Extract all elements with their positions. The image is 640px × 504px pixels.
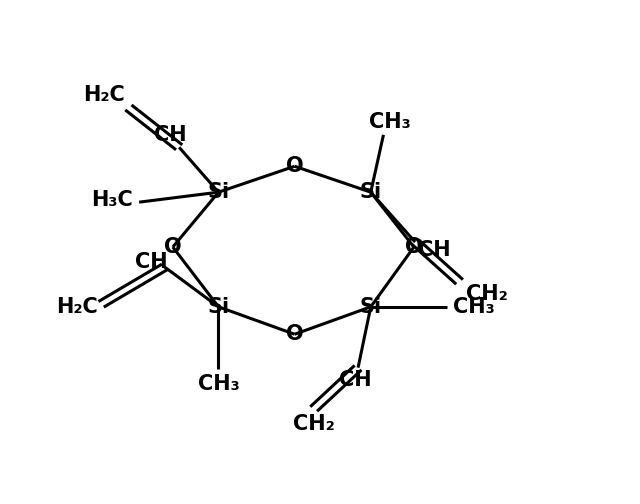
Text: Si: Si	[207, 182, 230, 202]
Text: CH₃: CH₃	[198, 374, 239, 394]
Text: CH₂: CH₂	[466, 284, 508, 304]
Text: O: O	[405, 237, 422, 257]
Text: CH₃: CH₃	[453, 297, 495, 317]
Text: H₃C: H₃C	[91, 190, 133, 210]
Text: H₂C: H₂C	[56, 297, 98, 317]
Text: CH: CH	[135, 252, 168, 272]
Text: Si: Si	[360, 297, 382, 317]
Text: Si: Si	[360, 182, 382, 202]
Text: CH₃: CH₃	[369, 112, 411, 133]
Text: Si: Si	[207, 297, 230, 317]
Text: H₂C: H₂C	[83, 85, 125, 105]
Text: CH: CH	[154, 125, 187, 145]
Text: O: O	[286, 156, 303, 176]
Text: CH₂: CH₂	[292, 414, 335, 434]
Text: O: O	[164, 237, 182, 257]
Text: CH: CH	[419, 239, 451, 260]
Text: O: O	[286, 324, 303, 344]
Text: CH: CH	[339, 370, 371, 390]
